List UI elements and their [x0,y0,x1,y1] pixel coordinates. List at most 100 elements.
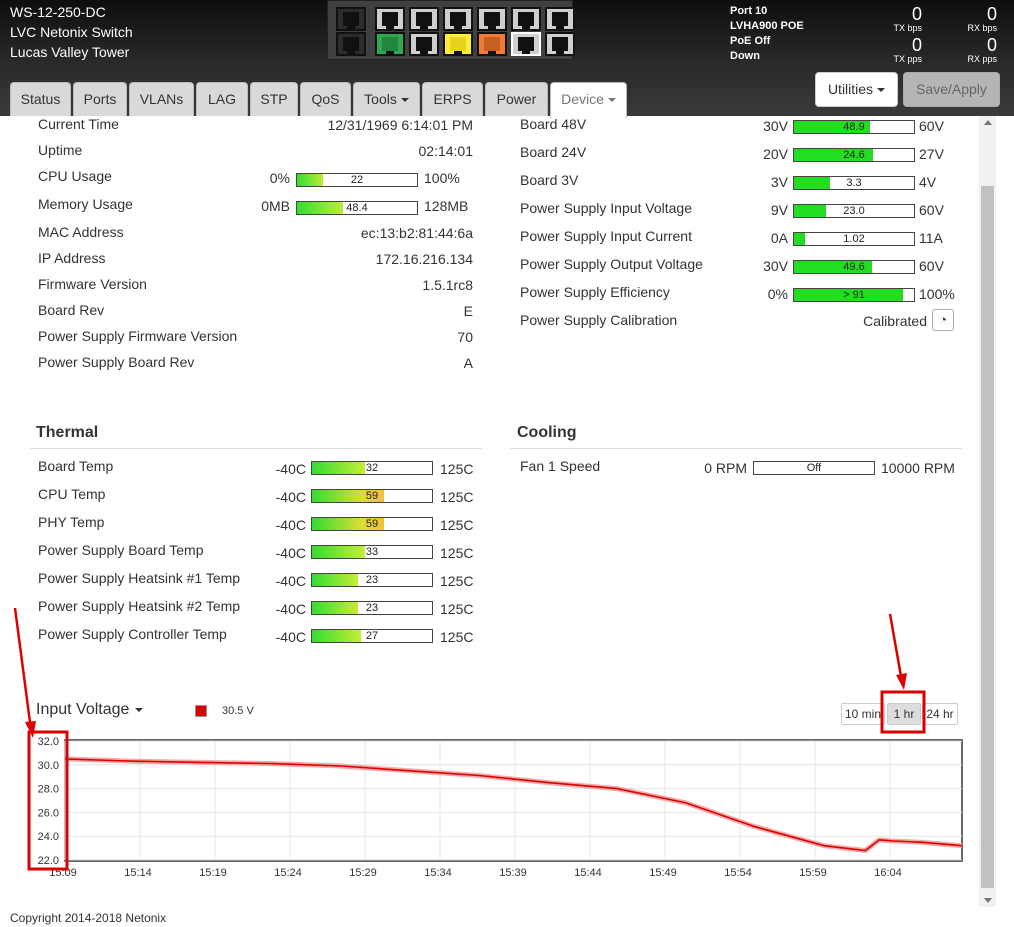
thermal-min: -40C [275,545,306,561]
rx-pps-label: RX pps [967,54,997,64]
thermal-max: 125C [440,601,474,617]
info-value: 172.16.216.134 [375,251,473,267]
x-tick-label: 15:54 [724,867,752,879]
vertical-scrollbar[interactable] [979,116,996,907]
fan-max: 10000 RPM [881,460,955,476]
port-jack-icon [416,37,432,54]
thermal-label: Power Supply Heatsink #1 Temp [38,570,241,586]
tab-qos[interactable]: QoS [300,82,351,116]
bar-value: 24.6 [843,149,865,161]
bar-fill [297,174,324,186]
bar-max: 60V [919,118,944,134]
annotation-arrow-yaxis [13,607,33,731]
port-bottom-6[interactable] [511,32,541,56]
bar-value: > 91 [843,289,865,301]
range-24hr-button[interactable]: 24 hr [922,703,958,725]
port-top-6[interactable] [511,7,541,31]
port-bottom-4[interactable] [443,32,473,56]
port-bottom-1[interactable] [336,32,366,56]
bar-max: 27V [919,146,944,162]
bar-fill [794,205,827,217]
utilities-dropdown-button[interactable]: Utilities [815,72,898,107]
port-top-3[interactable] [409,7,439,31]
x-tick-label: 15:39 [499,867,527,879]
bar-value: 32 [365,462,379,474]
bar-min: 30V [763,118,788,134]
tab-erps[interactable]: ERPS [422,82,483,116]
tab-device[interactable]: Device [550,82,627,118]
port-bottom-5[interactable] [477,32,507,56]
port-top-4[interactable] [443,7,473,31]
bar-value: 48.9 [843,121,865,133]
port-bottom-3[interactable] [409,32,439,56]
plot-area [64,739,963,862]
bar-fill [312,518,384,530]
tab-tools[interactable]: Tools [353,82,420,116]
bar-value: 49.6 [843,261,865,273]
x-tick-label: 15:14 [124,867,152,879]
port-bottom-7[interactable] [545,32,575,56]
info-label: CPU Usage [38,168,112,184]
power-label: Power Supply Output Voltage [520,256,703,272]
info-label: Power Supply Firmware Version [38,328,238,344]
bar-value: 59 [365,490,379,502]
fan-min: 0 RPM [704,460,747,476]
bar-fill [794,261,872,273]
tx-bps-value: 0 [911,4,922,24]
chart-metric-dropdown[interactable]: Input Voltage [36,701,144,719]
save-apply-button[interactable]: Save/Apply [903,72,1000,107]
tx-bps-label: TX bps [893,23,922,33]
bar-fill [794,233,805,245]
port-panel [327,0,575,60]
info-value: 70 [457,329,473,345]
tab-label: QoS [311,91,340,107]
port-jack-icon [343,37,359,54]
thermal-min: -40C [275,489,306,505]
tab-vlans[interactable]: VLANs [129,82,194,116]
scroll-thumb[interactable] [981,186,994,888]
tab-power[interactable]: Power [485,82,548,116]
caret-down-icon [877,88,886,93]
power-label: Board 24V [520,144,587,160]
legend-swatch [195,705,207,717]
x-tick-label: 15:59 [799,867,827,879]
thermal-label: Board Temp [38,458,114,474]
port-jack-icon [518,12,534,29]
bar-min: 0MB [261,198,290,214]
thermal-max: 125C [440,517,474,533]
port-top-7[interactable] [545,7,575,31]
port-top-1[interactable] [336,7,366,31]
tab-label: Power [496,91,537,107]
tab-status[interactable]: Status [10,82,71,116]
annotation-arrow-range [888,613,904,683]
scroll-up-icon[interactable] [984,120,992,125]
x-tick-label: 15:34 [424,867,452,879]
device-model: WS-12-250-DC [10,4,106,20]
tab-lag[interactable]: LAG [196,82,248,116]
port-top-2[interactable] [375,7,405,31]
device-identity: WS-12-250-DC LVC Netonix Switch Lucas Va… [10,2,133,62]
range-10min-button[interactable]: 10 min [841,703,885,725]
dashboard-icon: ◔ [939,312,947,327]
bar-value: 33 [365,546,379,558]
port-jack-icon [382,37,398,54]
tab-stp[interactable]: STP [250,82,298,116]
tab-label: VLANs [139,91,184,107]
port-top-5[interactable] [477,7,507,31]
usage-bar: 22 [296,173,418,187]
bar-value: 48.4 [346,202,368,214]
bar-fill [312,462,365,474]
range-1hr-button[interactable]: 1 hr [887,703,921,725]
power-label: Power Supply Calibration [520,312,678,328]
scroll-down-icon[interactable] [984,898,992,903]
thermal-min: -40C [275,573,306,589]
device-name: LVC Netonix Switch [10,24,133,40]
tab-ports[interactable]: Ports [73,82,127,116]
port-bottom-2[interactable] [375,32,405,56]
cooling-heading: Cooling [517,424,577,441]
info-label: Memory Usage [38,196,133,212]
bar-fill [794,177,830,189]
y-tick-label: 28.0 [38,784,59,796]
info-label: Current Time [38,116,119,132]
calibrate-button[interactable]: ◔ [932,309,954,331]
